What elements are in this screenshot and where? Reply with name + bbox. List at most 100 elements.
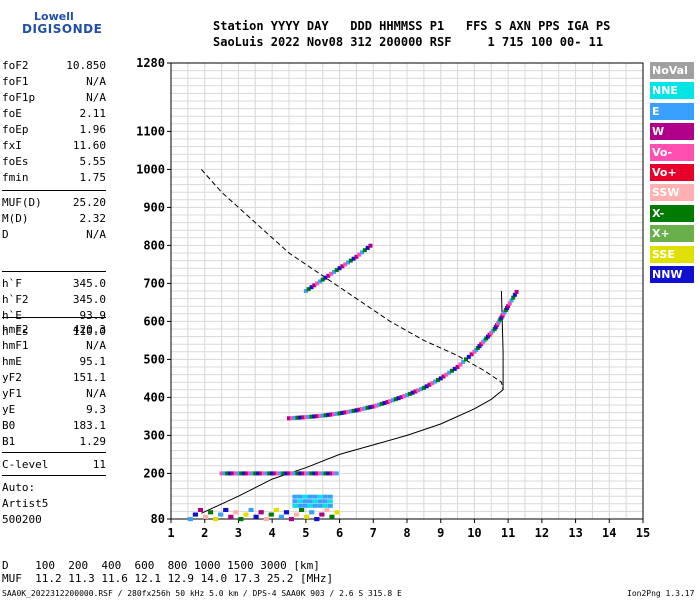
- auto-code: 500200: [2, 513, 42, 526]
- echo-point: [306, 414, 311, 419]
- echo-point: [292, 415, 297, 420]
- echo-point: [441, 374, 446, 379]
- param-row: foF2 10.850: [2, 58, 106, 74]
- echo-point: [509, 298, 514, 303]
- echo-point: [368, 405, 373, 410]
- echo-point: [320, 413, 325, 418]
- echo-point: [297, 503, 303, 508]
- param-value: N/A: [86, 228, 106, 241]
- echo-point: [312, 471, 317, 476]
- echo-point: [302, 499, 308, 504]
- echo-point: [213, 517, 219, 522]
- echo-point: [302, 503, 308, 508]
- legend-item: SSE: [650, 245, 694, 263]
- echo-point: [461, 359, 466, 364]
- echo-point: [346, 260, 350, 265]
- echo-point: [433, 379, 438, 384]
- param-row: M(D) 2.32: [2, 211, 106, 227]
- echo-point: [303, 471, 308, 476]
- echo-point: [329, 271, 334, 276]
- param-key: B0: [2, 419, 16, 432]
- param-row: h`F 345.0: [2, 276, 106, 292]
- echo-point: [253, 514, 259, 519]
- solid-profile-curve: [201, 290, 504, 514]
- echo-point: [340, 410, 345, 415]
- echo-point: [253, 471, 258, 476]
- echo-point: [413, 389, 418, 394]
- echo-point: [239, 471, 244, 476]
- param-key: foE: [2, 107, 22, 120]
- param-row: B0 183.1: [2, 418, 106, 434]
- echo-point: [388, 399, 393, 404]
- echo-point: [357, 407, 362, 412]
- echo-point: [385, 400, 390, 405]
- param-key: h`F: [2, 277, 22, 290]
- echo-point: [405, 393, 409, 398]
- echo-point: [444, 372, 449, 377]
- legend-item: Vo-: [650, 143, 694, 161]
- param-value: 11.60: [72, 139, 106, 152]
- legend-item: NNE: [650, 82, 694, 100]
- echo-point: [390, 398, 395, 403]
- echo-point: [315, 281, 320, 286]
- echo-point: [225, 471, 230, 476]
- echo-point: [351, 256, 356, 261]
- x-tick-label: 8: [403, 526, 410, 540]
- echo-point: [365, 405, 370, 410]
- param-value: N/A: [86, 339, 106, 352]
- param-value: 95.1: [79, 355, 107, 368]
- echo-point: [458, 362, 463, 367]
- param-value: 1.96: [79, 123, 107, 136]
- x-tick-label: 15: [636, 526, 650, 540]
- echo-point: [268, 512, 274, 517]
- param-value: 93.9: [79, 309, 107, 322]
- echo-point: [258, 471, 263, 476]
- echo-point: [292, 503, 298, 508]
- echo-point: [317, 279, 322, 284]
- echo-point: [233, 471, 238, 476]
- y-tick-label: 700: [143, 276, 165, 290]
- echo-point: [323, 413, 328, 418]
- echo-point: [298, 415, 303, 420]
- echo-point: [248, 507, 254, 512]
- param-row: D N/A: [2, 227, 106, 243]
- echo-point: [322, 503, 328, 508]
- echo-point: [327, 494, 333, 499]
- echo-point: [322, 494, 328, 499]
- echo-point: [192, 512, 198, 517]
- y-tick-label: 1100: [136, 124, 165, 138]
- footer-version: Ion2Png 1.3.17: [627, 589, 695, 598]
- echo-point: [368, 243, 373, 248]
- echo-point: [223, 507, 229, 512]
- footer-info: SAA0K_2022312200000.RSF / 280fx256h 50 k…: [2, 589, 402, 598]
- legend-item: X+: [650, 225, 694, 243]
- param-value: 183.1: [72, 419, 106, 432]
- param-value: 345.0: [72, 277, 106, 290]
- param-key: foF1: [2, 75, 29, 88]
- logo-digisonde: DIGISONDE: [22, 22, 103, 36]
- echo-point: [407, 391, 412, 396]
- echo-point: [304, 514, 310, 519]
- echo-point: [317, 499, 323, 504]
- param-row: MUF(D) 25.20: [2, 195, 106, 211]
- legend-item: NNW: [650, 266, 694, 283]
- param-value: 110.0: [72, 325, 106, 338]
- echo-point: [324, 507, 330, 512]
- echo-point: [272, 471, 277, 476]
- echo-point: [362, 406, 367, 411]
- echo-point: [289, 416, 294, 421]
- echo-point: [306, 287, 311, 292]
- y-tick-label: 300: [143, 428, 165, 442]
- x-tick-label: 13: [568, 526, 582, 540]
- echo-point: [326, 412, 331, 417]
- x-tick-label: 1: [167, 526, 174, 540]
- echo-point: [360, 250, 365, 255]
- param-value: 11: [92, 458, 106, 471]
- echo-point: [250, 471, 255, 476]
- echo-point: [326, 273, 331, 278]
- echo-point: [292, 494, 298, 499]
- echo-point: [281, 471, 286, 476]
- echo-point: [354, 254, 359, 259]
- y-tick-label: 1280: [136, 56, 165, 70]
- echo-point: [329, 412, 334, 417]
